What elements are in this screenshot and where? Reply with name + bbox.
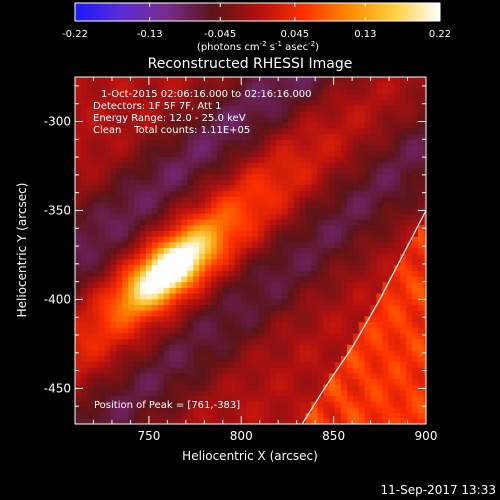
colorbar-units: (photons cm-2 s-1 asec-2) [197, 40, 319, 53]
x-tick-label: 800 [230, 429, 253, 443]
colorbar-ticks: -0.22 -0.13 -0.045 0.045 0.13 0.22 [62, 3, 451, 40]
solar-limb-curve [301, 210, 426, 424]
colorbar-tick-label: 0.13 [354, 29, 376, 40]
x-tick-label: 900 [415, 429, 438, 443]
x-axis-label: Heliocentric X (arcsec) [182, 449, 318, 463]
footer-timestamp: 11-Sep-2017 13:33 [381, 483, 496, 497]
colorbar-tick-label: 0.045 [281, 29, 310, 40]
y-tick-label: -350 [44, 203, 71, 217]
colorbar-tick-label: 0.22 [429, 29, 451, 40]
x-tick-label: 750 [137, 429, 160, 443]
y-tick-label: -300 [44, 114, 71, 128]
annotation-energy: Energy Range: 12.0 - 25.0 keV [93, 113, 246, 124]
chart-title: Reconstructed RHESSI Image [148, 56, 353, 72]
axis-ticks: 750 800 850 900 -300 -350 -400 -450 [44, 77, 438, 443]
annotation-clean: Clean Total counts: 1.11E+05 [93, 125, 250, 136]
y-tick-label: -400 [44, 292, 71, 306]
colorbar [74, 2, 441, 22]
colorbar-tick-label: -0.22 [62, 29, 88, 40]
colorbar-tick-label: -0.045 [204, 29, 236, 40]
annotation-detectors: Detectors: 1F 5F 7F, Att 1 [93, 101, 221, 112]
annotation-time: 1-Oct-2015 02:06:16.000 to 02:16:16.000 [101, 89, 312, 100]
x-tick-label: 850 [322, 429, 345, 443]
y-tick-label: -450 [44, 381, 71, 395]
y-axis-label: Heliocentric Y (arcsec) [15, 183, 29, 318]
plot-frame [74, 76, 427, 425]
colorbar-tick-label: -0.13 [137, 29, 163, 40]
annotation-peak: Position of Peak = [761,-383] [94, 400, 240, 411]
heatmap-image [75, 77, 426, 424]
